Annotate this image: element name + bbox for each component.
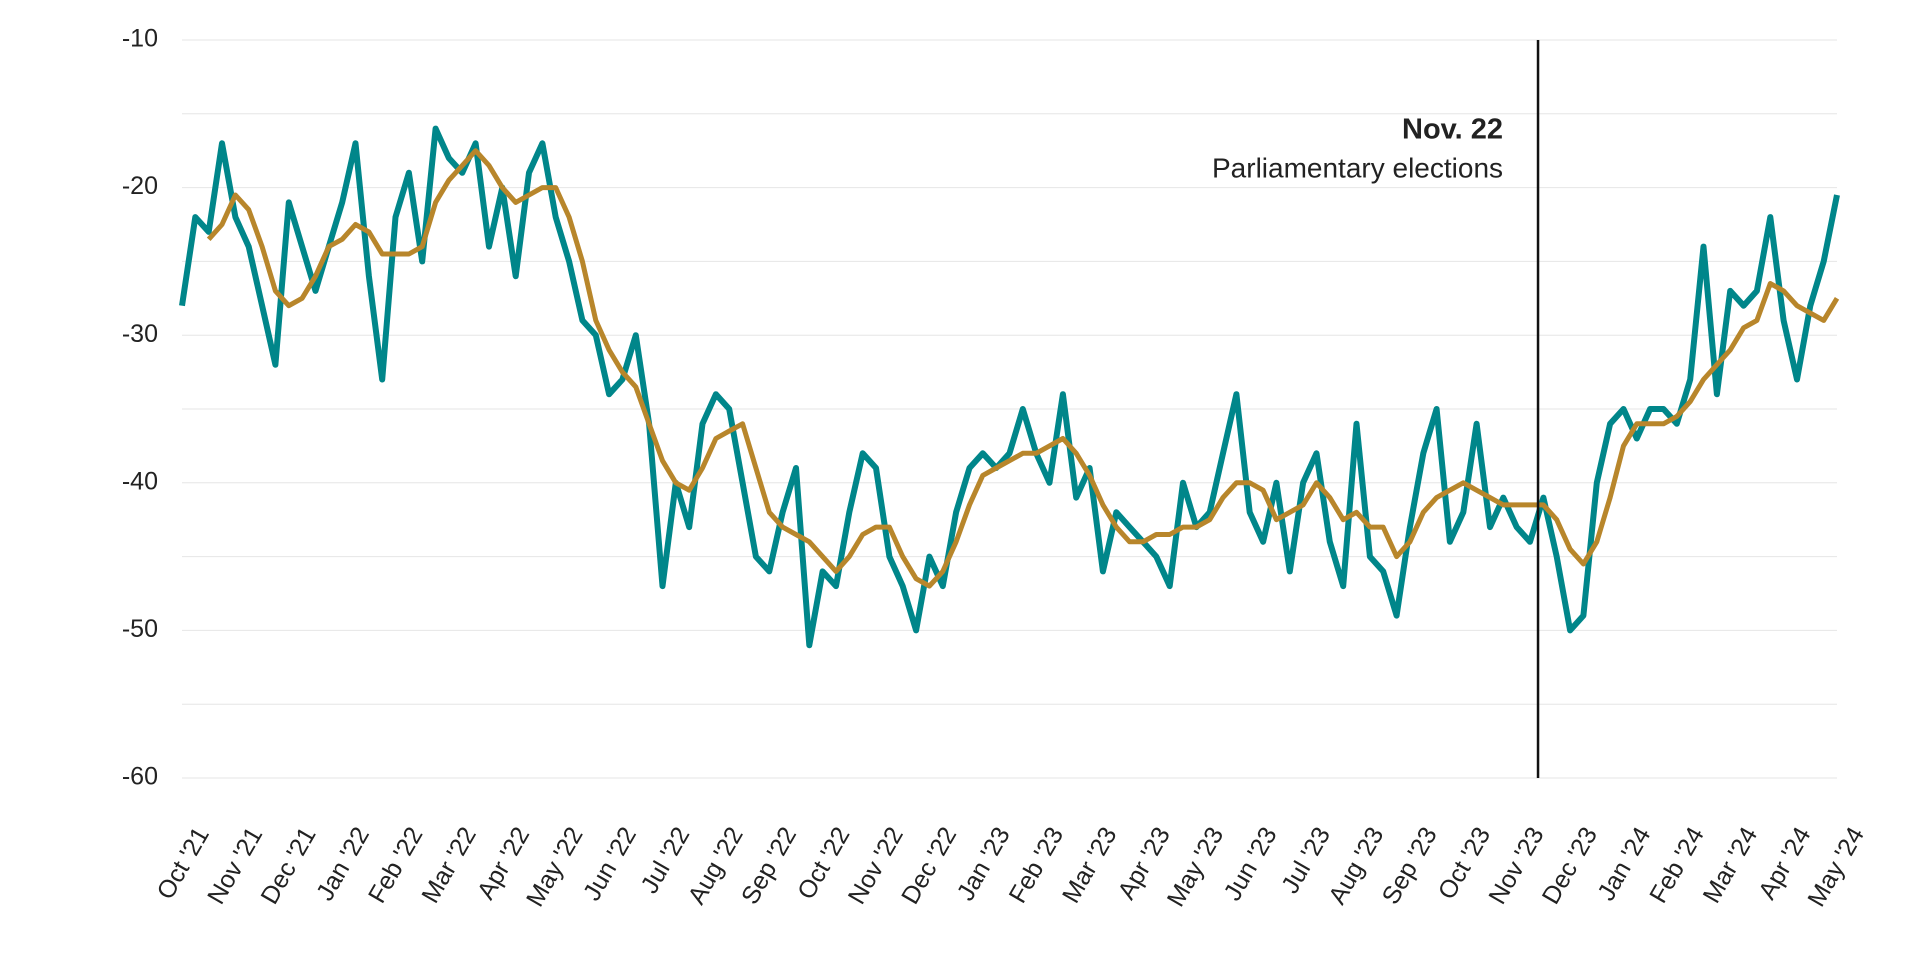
y-tick-label: -10 [122,25,158,53]
y-tick-label: -20 [122,172,158,200]
x-tick-label: Jun '23 [1218,822,1282,905]
y-tick-label: -50 [122,615,158,643]
series-line [206,148,1840,589]
annotation-text: Parliamentary elections [1212,152,1503,183]
y-tick-label: -30 [122,320,158,348]
series-line [179,125,1840,649]
annotation-title: Nov. 22 [1402,114,1503,146]
y-tick-label: -40 [122,467,158,495]
y-tick-label: -60 [122,763,158,791]
x-tick-label: Jun '22 [578,822,642,905]
